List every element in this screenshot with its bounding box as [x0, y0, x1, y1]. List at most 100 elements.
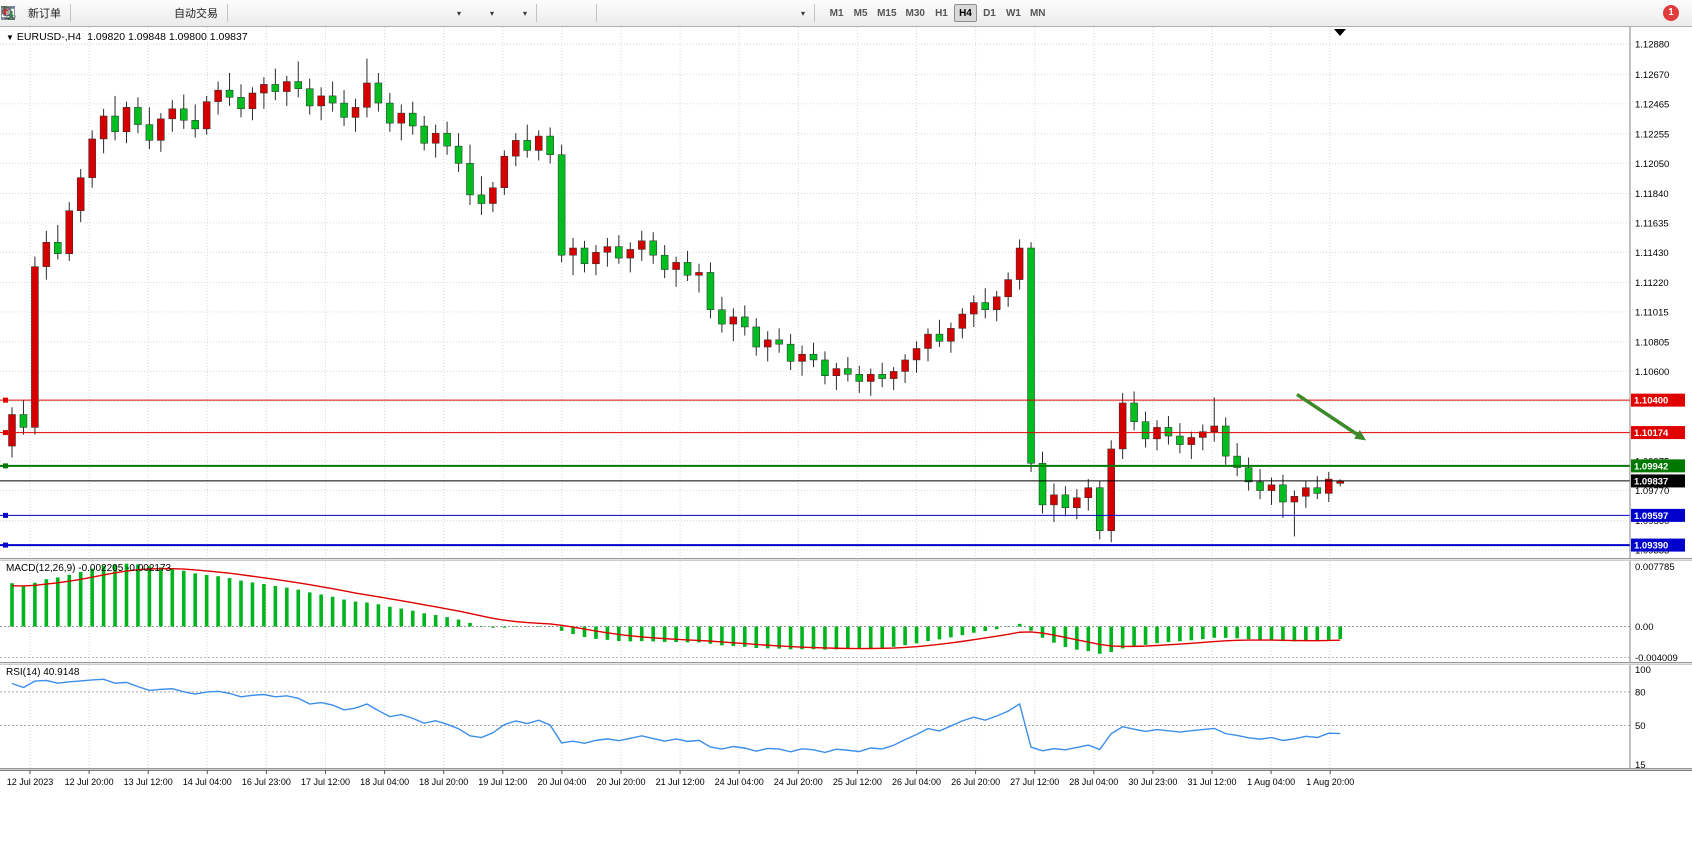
search-button[interactable] [1, 2, 1656, 24]
line-handle[interactable] [3, 512, 8, 518]
macd-pane[interactable]: 0.007785 0.00 -0.004009 [0, 561, 1692, 662]
pane-separator[interactable] [0, 558, 1692, 561]
price-tick-label: 1.12670 [1635, 70, 1669, 81]
horizontal-line-button[interactable] [1, 2, 651, 24]
bar-chart-icon [1, 5, 253, 21]
cursor-button[interactable] [4, 2, 566, 24]
rsi-pane[interactable]: 100 80 50 15 [0, 665, 1692, 768]
line-chart-button[interactable] [1, 2, 307, 24]
timeframe-m30-button[interactable]: M30 [902, 4, 929, 22]
time-axis[interactable]: 12 Jul 2023 12 Jul 20:00 13 Jul 12:00 14 Ju… [0, 770, 1692, 792]
equidistant-channel-button[interactable] [1, 2, 701, 24]
time-tick-label: 24 Jul 04:00 [715, 777, 764, 787]
collapse-icon[interactable]: ▼ [6, 33, 14, 42]
horizontal-lines-layer[interactable] [0, 397, 1630, 548]
indicators-button[interactable]: ▾ [1, 2, 465, 24]
arrow-annotation[interactable] [1296, 392, 1366, 441]
price-scale[interactable]: 1.12880 1.12670 1.12465 1.12255 1.12050 1.118… [1629, 27, 1685, 558]
price-line-label: 1.09837 [1634, 476, 1668, 487]
templates-button[interactable]: ▾ [1, 2, 531, 24]
rsi-scale[interactable]: 100 80 50 15 [1629, 665, 1651, 768]
price-chart-pane[interactable]: 1.12880 1.12670 1.12465 1.12255 1.12050 1.118… [0, 27, 1692, 558]
timeframe-m15-button[interactable]: M15 [873, 4, 900, 22]
zoom-out-button[interactable] [1, 2, 357, 24]
bar-chart-button[interactable] [1, 2, 257, 24]
time-tick-label: 20 Jul 20:00 [596, 777, 645, 787]
pane-separator[interactable] [0, 662, 1692, 665]
time-tick-label: 1 Aug 20:00 [1306, 777, 1354, 787]
price-line-label: 1.10174 [1634, 428, 1669, 439]
time-tick-label: 12 Jul 2023 [7, 777, 54, 787]
svg-text:T: T [5, 8, 11, 18]
price-tick-label: 1.11220 [1635, 278, 1669, 289]
timeframe-m5-button[interactable]: M5 [849, 4, 872, 22]
crosshair-icon [1, 5, 587, 21]
profile-button[interactable] [2, 2, 125, 24]
fibonacci-button[interactable] [1, 2, 726, 24]
macd-scale[interactable]: 0.007785 0.00 -0.004009 [1629, 561, 1678, 662]
timeframe-m1-button[interactable]: M1 [825, 4, 848, 22]
line-handle[interactable] [3, 463, 8, 469]
candles-layer [8, 58, 1344, 543]
line-handle[interactable] [3, 430, 8, 436]
auto-scroll-button[interactable] [1, 2, 407, 24]
metaquotes-icon [1, 5, 96, 21]
notification-badge[interactable]: 1 [1663, 5, 1679, 21]
time-tick-label: 14 Jul 04:00 [183, 777, 232, 787]
rsi-line [11, 678, 1341, 754]
ohlc-values: 1.09820 1.09848 1.09800 1.09837 [87, 31, 248, 43]
timeframe-d1-button[interactable]: D1 [978, 4, 1001, 22]
dropdown-caret-icon: ▾ [523, 8, 528, 18]
metaquotes-button[interactable] [1, 2, 100, 24]
text-button[interactable]: A [3, 2, 751, 24]
chart-shift-button[interactable] [1, 2, 432, 24]
price-tick-label: 1.12880 [1635, 40, 1669, 51]
new-order-button-label: 新订单 [28, 8, 61, 20]
time-tick-label: 17 Jul 12:00 [301, 777, 350, 787]
news-icon [2, 5, 146, 21]
arrows-icon [2, 5, 797, 21]
timeframe-h4-button[interactable]: H4 [953, 4, 977, 22]
periods-icon [1, 5, 486, 21]
autotrade-button[interactable]: 自动交易 [1, 2, 222, 24]
vertical-line-icon [7, 5, 622, 21]
arrows-button[interactable]: ▾ [2, 2, 809, 24]
crosshair-button[interactable] [1, 2, 591, 24]
line-handle[interactable] [3, 542, 8, 548]
text-label-button[interactable]: T [1, 2, 776, 24]
dropdown-caret-icon: ▾ [457, 8, 462, 18]
symbol-period-label: EURUSD-,H4 [16, 31, 82, 43]
time-tick-label: 1 Aug 04:00 [1247, 777, 1295, 787]
pane-separator[interactable] [0, 768, 1692, 770]
dropdown-caret-icon: ▾ [801, 8, 806, 18]
rsi-tick-label: 50 [1635, 721, 1646, 732]
line-handle[interactable] [3, 397, 8, 403]
toolbar-separator [814, 4, 816, 22]
price-tick-label: 1.11430 [1635, 248, 1669, 259]
news-button[interactable] [2, 2, 150, 24]
time-tick-label: 16 Jul 23:00 [242, 777, 291, 787]
rsi-indicator-label: RSI(14) 40.9148 [6, 667, 80, 678]
timeframe-h1-button[interactable]: H1 [930, 4, 953, 22]
periods-button[interactable]: ▾ [1, 2, 498, 24]
chart-shift-icon [1, 5, 428, 21]
rsi-grid [0, 665, 1630, 768]
fibonacci-icon [1, 5, 722, 21]
timeframe-mn-button[interactable]: MN [1026, 4, 1050, 22]
autotrade-icon [1, 5, 171, 21]
trendline-button[interactable] [1, 2, 676, 24]
timeframe-w1-button[interactable]: W1 [1002, 4, 1025, 22]
chart-header: ▼ EURUSD-,H4 1.09820 1.09848 1.09800 1.098… [6, 31, 248, 43]
time-tick-label: 19 Jul 12:00 [478, 777, 527, 787]
time-tick-label: 31 Jul 12:00 [1187, 777, 1236, 787]
trendline-icon [1, 5, 672, 21]
vertical-line-button[interactable] [7, 2, 626, 24]
price-tick-label: 1.10805 [1635, 338, 1669, 349]
tile-windows-button[interactable] [1, 2, 382, 24]
candlestick-chart-button[interactable] [3, 2, 282, 24]
toolbar-separator [596, 4, 598, 22]
price-tick-label: 1.10600 [1635, 367, 1669, 378]
dropdown-caret-icon: ▾ [490, 8, 495, 18]
macd-signal-line [11, 567, 1341, 650]
zoom-in-button[interactable] [1, 2, 332, 24]
